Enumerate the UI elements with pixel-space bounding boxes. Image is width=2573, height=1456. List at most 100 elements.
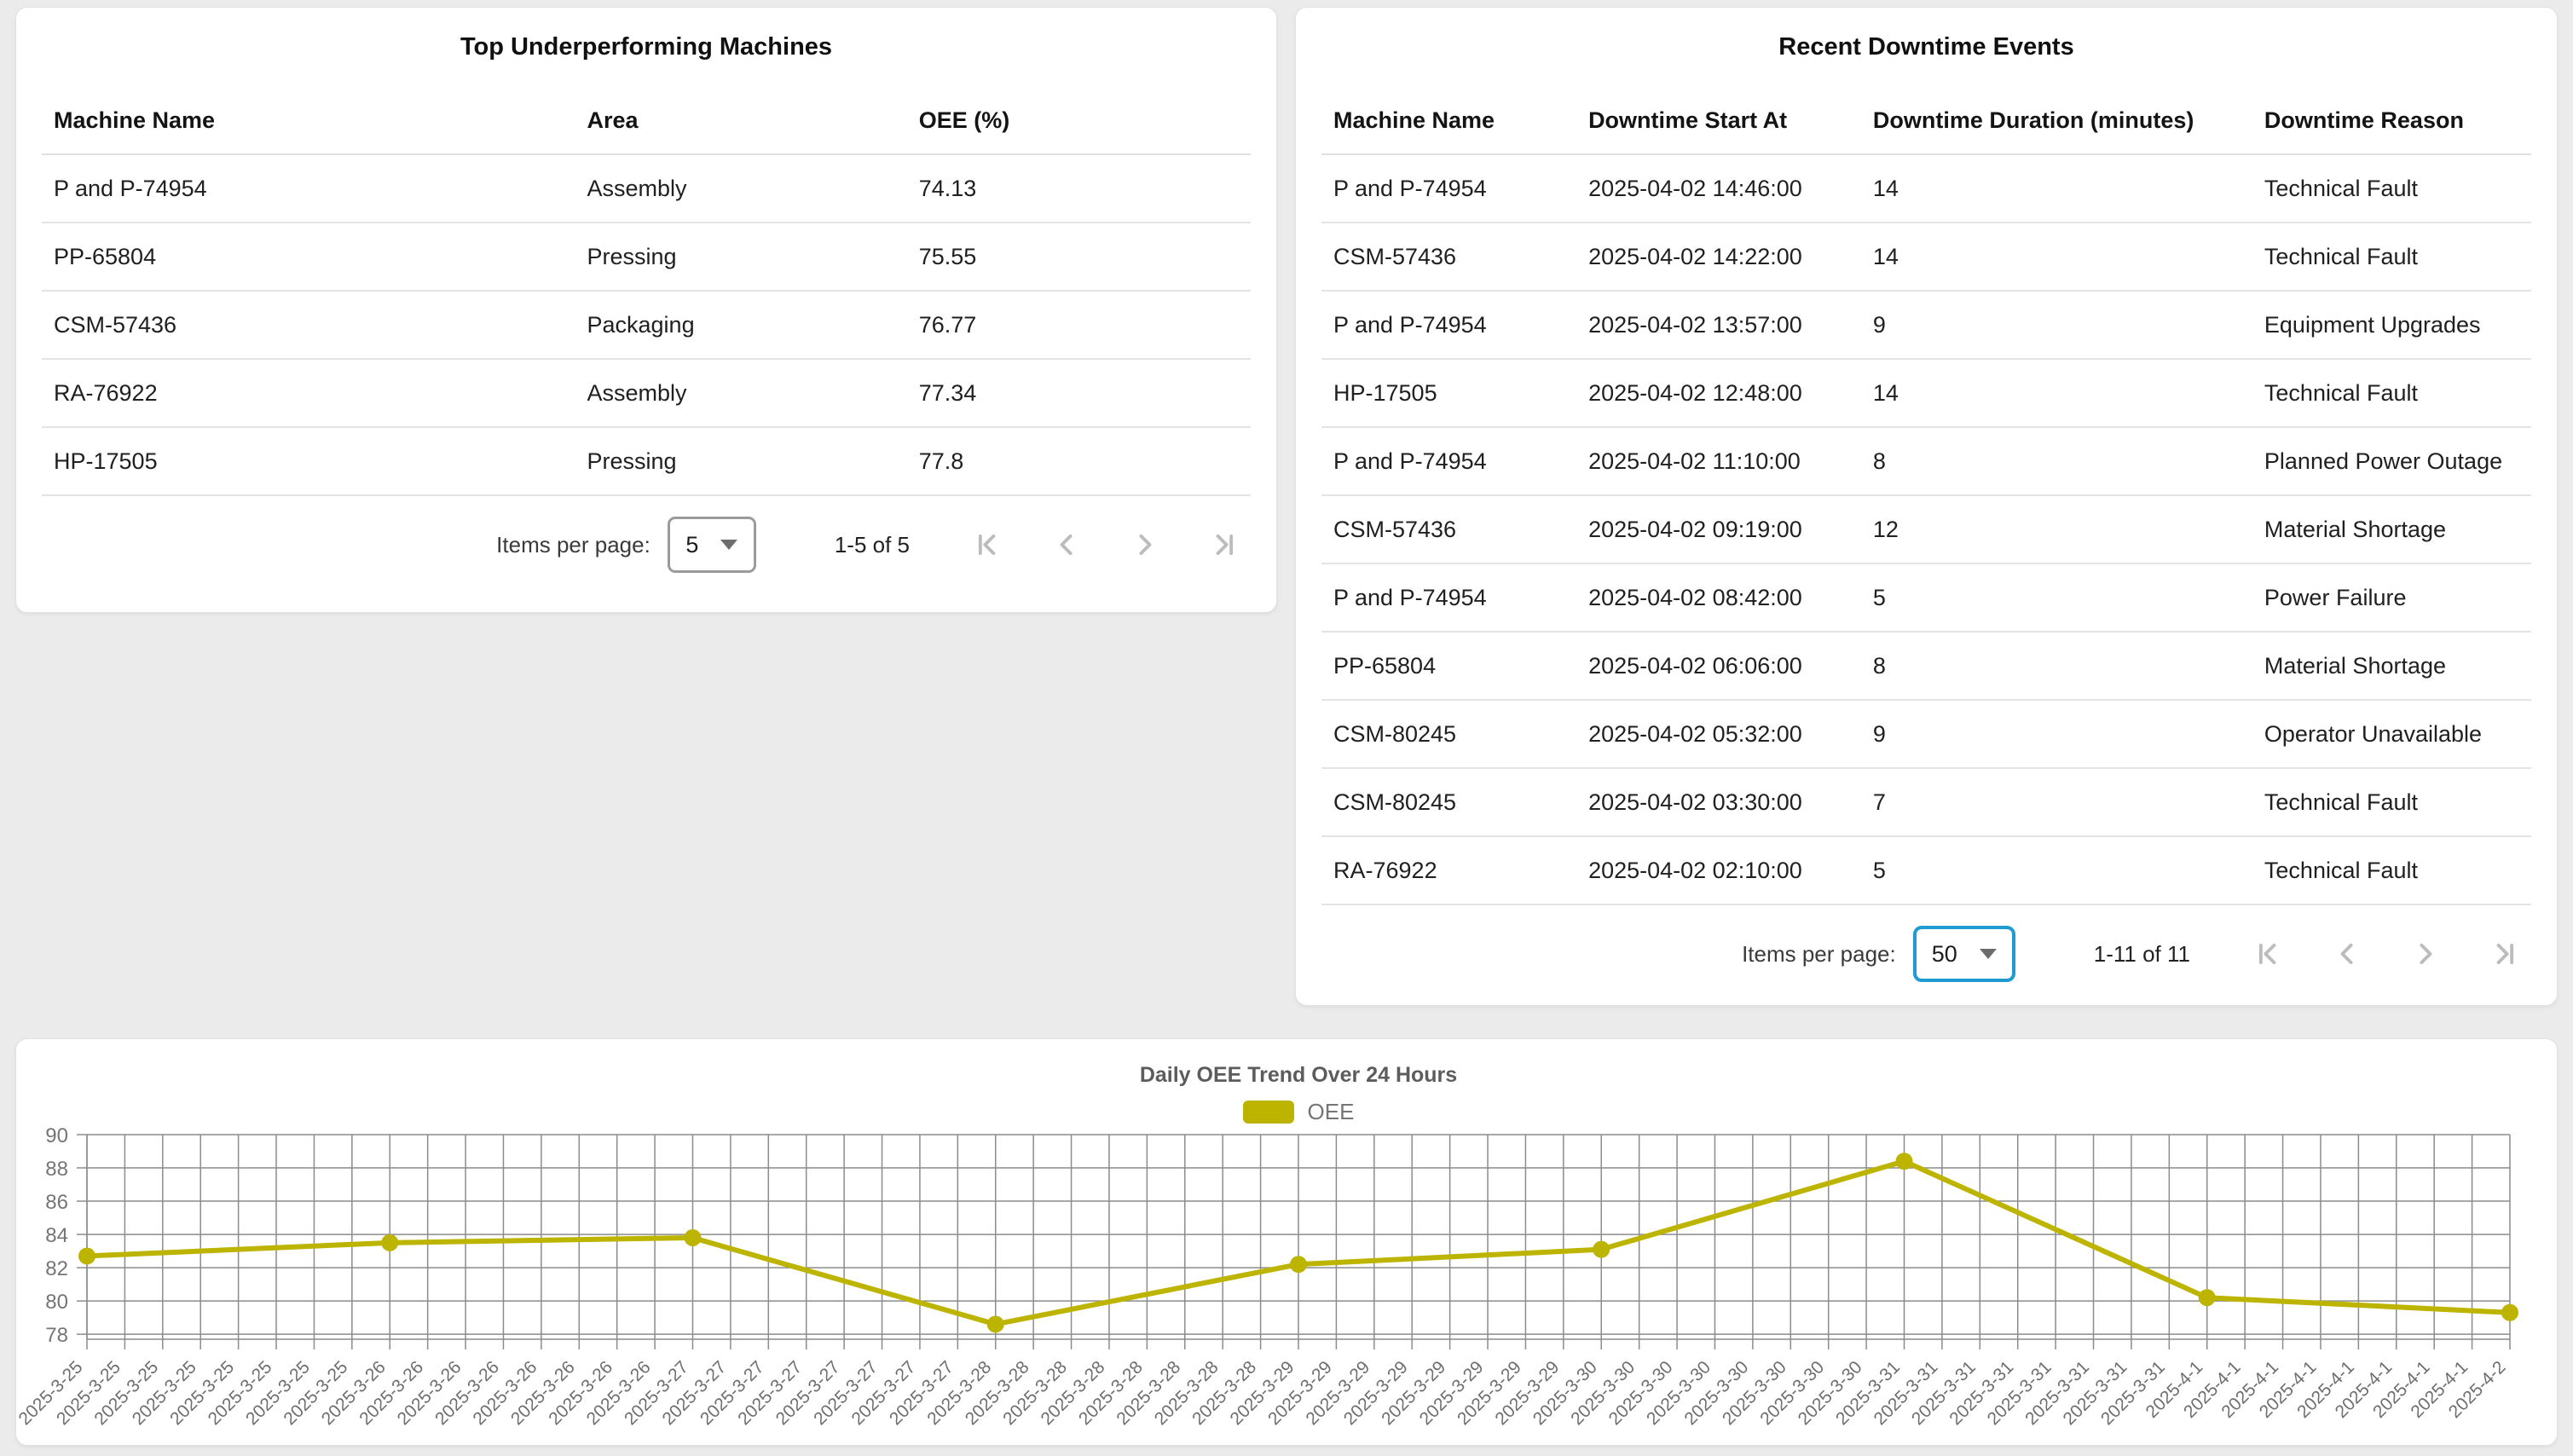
table-row: RA-76922 Assembly 77.34 <box>42 360 1251 428</box>
page-size-select[interactable]: 50 <box>1912 926 2015 982</box>
table-cell: 2025-04-02 12:48:00 <box>1588 379 1802 406</box>
legend-label-oee: OEE <box>1307 1099 1355 1124</box>
paginator-nav <box>2250 935 2523 973</box>
chevron-right-icon <box>2420 943 2432 965</box>
downtime-events-table: Machine Name Downtime Start At Downtime … <box>1321 87 2531 905</box>
table-cell: 77.34 <box>918 379 977 406</box>
panel-title: Top Underperforming Machines <box>460 33 833 61</box>
chevron-left-icon <box>2340 943 2353 965</box>
table-cell: 2025-04-02 14:46:00 <box>1588 175 1802 201</box>
table-cell: 8 <box>1872 448 1886 474</box>
table-row: PP-65804 2025-04-02 06:06:00 8 Material Sho… <box>1321 633 2531 701</box>
table-row: CSM-80245 2025-04-02 03:30:00 7 Technical F… <box>1321 769 2531 837</box>
table-cell: 75.55 <box>918 243 977 269</box>
page-range-label: 1-5 of 5 <box>834 531 910 558</box>
oee-trend-panel: Daily OEE Trend Over 24 Hours OEE 2025-3… <box>15 1038 2558 1446</box>
table-cell: 14 <box>1872 379 1899 406</box>
column-header-area: Area <box>587 107 639 133</box>
column-header-oee: OEE (%) <box>918 107 1010 133</box>
table-cell: HP-17505 <box>1333 379 1437 406</box>
previous-page-button[interactable] <box>2328 935 2366 973</box>
data-point-marker <box>684 1228 702 1246</box>
table-cell: CSM-57436 <box>54 311 177 338</box>
table-cell: Technical Fault <box>2264 789 2418 815</box>
paginator-nav <box>969 526 1242 563</box>
oee-trend-chart: 2025-3-252025-3-252025-3-252025-3-252025… <box>16 1124 2518 1429</box>
y-axis-label: 84 <box>45 1224 68 1247</box>
table-cell: 2025-04-02 14:22:00 <box>1588 243 1802 269</box>
page-size-value: 50 <box>1931 940 1957 967</box>
next-page-button[interactable] <box>1126 526 1164 563</box>
table-cell: 12 <box>1872 516 1899 542</box>
table-cell: Pressing <box>587 448 677 474</box>
table-cell: 9 <box>1872 311 1886 338</box>
recent-downtime-events-panel: Recent Downtime Events Machine Name Down… <box>1295 7 2558 1006</box>
table-cell: 2025-04-02 08:42:00 <box>1588 584 1802 610</box>
table-row: HP-17505 Pressing 77.8 <box>42 428 1251 496</box>
table-header-row: Machine Name Downtime Start At Downtime … <box>1321 87 2531 155</box>
page-size-select[interactable]: 5 <box>667 517 756 573</box>
table-cell: Material Shortage <box>2264 652 2447 679</box>
table-cell: P and P-74954 <box>1333 448 1487 474</box>
top-underperforming-machines-panel: Top Underperforming Machines Machine Nam… <box>15 7 1277 613</box>
column-header-machine-name: Machine Name <box>1333 107 1495 133</box>
table-cell: RA-76922 <box>1333 857 1437 883</box>
table-row: P and P-74954 2025-04-02 11:10:00 8 Planned… <box>1321 428 2531 496</box>
last-page-button[interactable] <box>1205 526 1242 563</box>
data-point-marker <box>78 1247 95 1265</box>
chevron-right-icon <box>1139 534 1152 556</box>
items-per-page-label: Items per page: <box>1742 940 1896 967</box>
table-cell: 2025-04-02 02:10:00 <box>1588 857 1802 883</box>
table-cell: Material Shortage <box>2264 516 2447 542</box>
data-point-marker <box>381 1234 399 1251</box>
first-page-button[interactable] <box>2250 935 2287 973</box>
table-header-row: Machine Name Area OEE (%) <box>42 87 1251 155</box>
table-cell: 74.13 <box>918 175 977 201</box>
column-header-downtime-start: Downtime Start At <box>1588 107 1788 133</box>
table-row: CSM-80245 2025-04-02 05:32:00 9 Operator Un… <box>1321 701 2531 769</box>
chart-title: Daily OEE Trend Over 24 Hours <box>1139 1063 1458 1087</box>
table-cell: RA-76922 <box>54 379 158 406</box>
table-cell: 2025-04-02 05:32:00 <box>1588 720 1802 747</box>
table-cell: Technical Fault <box>2264 857 2418 883</box>
page-size-value: 5 <box>685 531 699 558</box>
data-point-marker <box>2198 1289 2216 1307</box>
chart-legend: OEE <box>87 1099 2510 1125</box>
table-row: P and P-74954 2025-04-02 08:42:00 5 Power F… <box>1321 564 2531 633</box>
table-row: CSM-57436 2025-04-02 14:22:00 14 Technical … <box>1321 223 2531 292</box>
next-page-button[interactable] <box>2407 935 2444 973</box>
table-cell: 2025-04-02 11:10:00 <box>1588 448 1801 474</box>
panel-title: Recent Downtime Events <box>1778 33 2074 61</box>
table-cell: 8 <box>1872 652 1886 679</box>
first-page-button[interactable] <box>969 526 1007 563</box>
table-cell: Packaging <box>587 311 695 338</box>
table-row: PP-65804 Pressing 75.55 <box>42 223 1251 292</box>
table-cell: Equipment Upgrades <box>2264 311 2481 338</box>
table-row: CSM-57436 Packaging 76.77 <box>42 292 1251 360</box>
top-machines-table: Machine Name Area OEE (%) P and P-74954 A… <box>42 87 1251 496</box>
table-cell: Power Failure <box>2264 584 2407 610</box>
table-cell: 7 <box>1872 789 1886 815</box>
y-axis-label: 78 <box>45 1324 68 1347</box>
paginator: Items per page: 5 1-5 of 5 <box>16 517 1242 573</box>
table-cell: Assembly <box>587 175 687 201</box>
table-cell: Planned Power Outage <box>2264 448 2503 474</box>
previous-page-button[interactable] <box>1048 526 1085 563</box>
last-page-button[interactable] <box>2485 935 2523 973</box>
table-cell: CSM-80245 <box>1333 789 1457 815</box>
chevron-left-icon <box>1060 534 1073 556</box>
first-page-icon <box>978 534 996 556</box>
table-cell: Technical Fault <box>2264 243 2418 269</box>
table-cell: CSM-57436 <box>1333 243 1457 269</box>
table-cell: 76.77 <box>918 311 977 338</box>
table-cell: 2025-04-02 09:19:00 <box>1588 516 1802 542</box>
table-cell: 2025-04-02 03:30:00 <box>1588 789 1802 815</box>
caret-down-icon <box>720 540 738 550</box>
last-page-icon <box>1216 534 1234 556</box>
first-page-icon <box>2258 943 2276 965</box>
y-axis-label: 88 <box>45 1158 68 1181</box>
y-axis-label: 82 <box>45 1257 68 1280</box>
column-header-downtime-reason: Downtime Reason <box>2264 107 2464 133</box>
table-cell: 77.8 <box>918 448 964 474</box>
data-point-marker <box>986 1315 1004 1333</box>
